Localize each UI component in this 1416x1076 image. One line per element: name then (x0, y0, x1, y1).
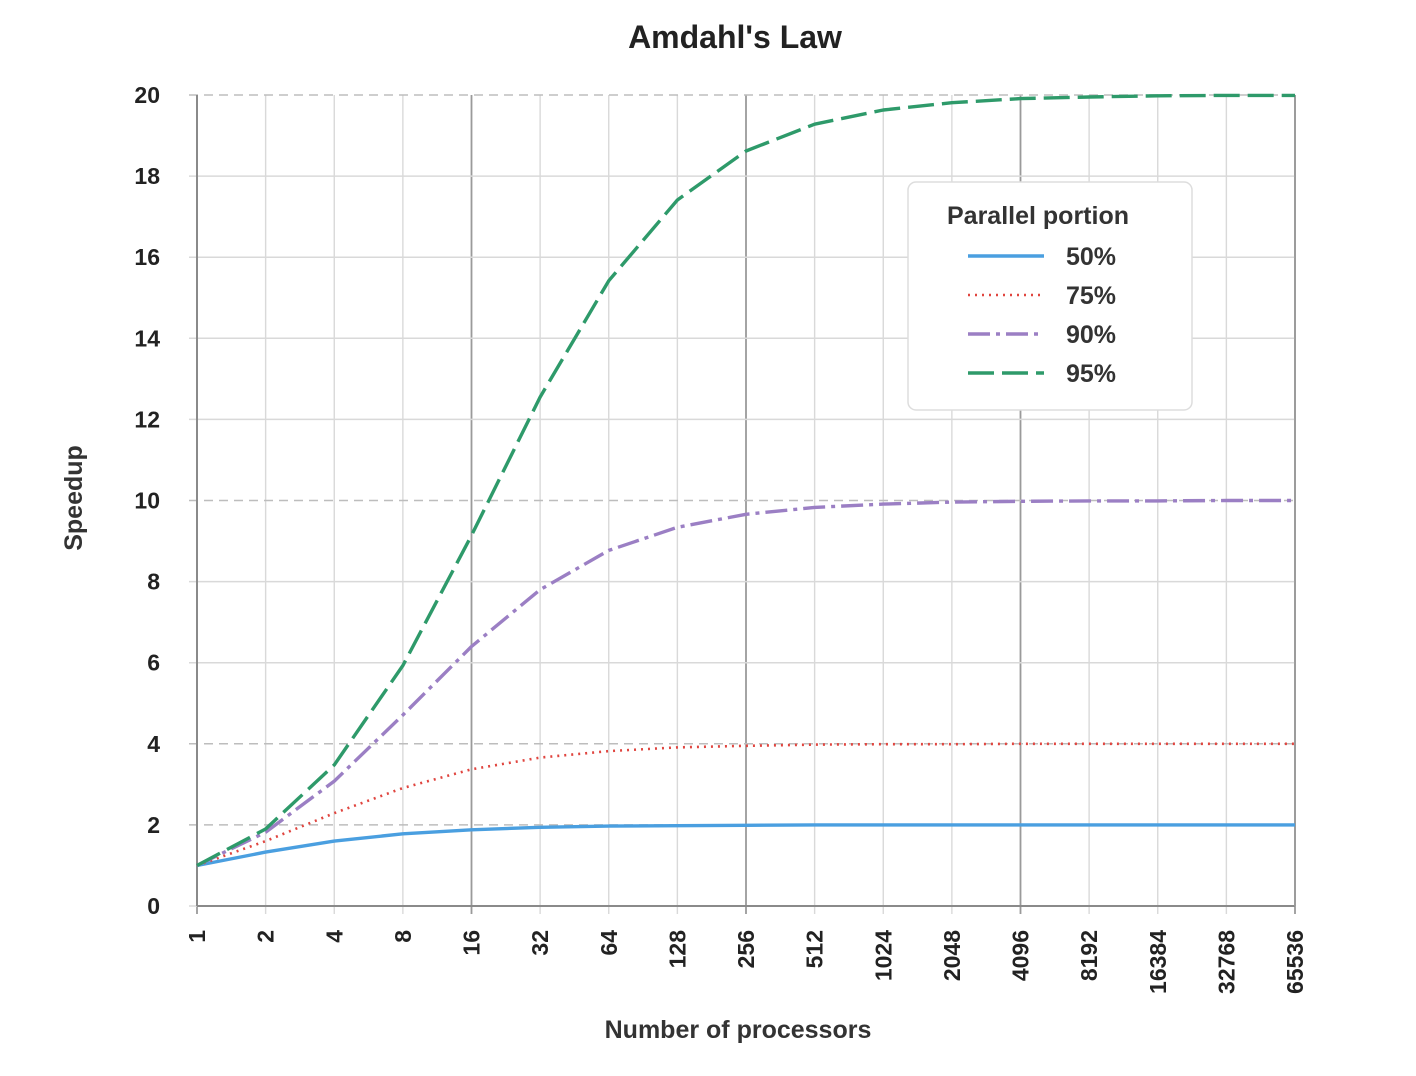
series-lines (196, 93, 1295, 868)
y-tick-label: 2 (147, 812, 160, 838)
legend-label: 95% (1066, 360, 1116, 388)
x-tick-label: 4096 (1008, 930, 1034, 981)
chart-title: Amdahl's Law (628, 19, 842, 55)
legend-title: Parallel portion (947, 202, 1129, 230)
x-tick-label: 64 (596, 930, 622, 956)
x-axis-title: Number of processors (605, 1016, 872, 1044)
y-tick-label: 20 (134, 82, 160, 108)
series-line-75pct (196, 742, 1295, 867)
x-tick-label: 65536 (1282, 930, 1308, 994)
x-tick-label: 16 (459, 930, 485, 956)
legend-label: 90% (1066, 321, 1116, 349)
x-tick-label: 32768 (1213, 930, 1239, 994)
legend-box (907, 181, 1193, 411)
legend: Parallel portion 50% 75% 90% 95% (907, 181, 1193, 411)
y-tick-label: 18 (134, 163, 160, 189)
x-tick-label: 512 (802, 930, 828, 968)
x-tick-label: 128 (664, 930, 690, 969)
x-tick-label: 2 (253, 930, 279, 943)
y-tick-label: 6 (147, 650, 160, 676)
series-line-50pct (196, 823, 1295, 868)
legend-label: 75% (1066, 282, 1116, 310)
y-tick-label: 10 (134, 488, 160, 514)
x-tick-label: 8 (390, 930, 416, 943)
x-tick-label: 32 (527, 930, 553, 956)
y-tick-labels: 0 2 4 6 8 10 12 14 16 18 20 (134, 82, 160, 919)
x-tick-label: 256 (733, 930, 759, 968)
x-tick-label: 16384 (1145, 930, 1171, 994)
y-tick-label: 4 (147, 731, 160, 757)
axes (196, 95, 1296, 907)
y-tick-label: 8 (147, 569, 160, 595)
series-line-90pct (196, 498, 1295, 868)
legend-label: 50% (1066, 243, 1116, 271)
x-tick-labels: 1 2 4 8 16 32 64 128 256 512 1024 2048 4096 8192 16384… (184, 930, 1308, 994)
x-tick-label: 1024 (870, 930, 896, 981)
y-tick-label: 12 (134, 406, 160, 432)
x-tick-label: 4 (321, 930, 347, 943)
y-tick-label: 14 (134, 325, 160, 351)
y-tick-label: 16 (134, 244, 160, 270)
x-tick-label: 2048 (939, 930, 965, 981)
x-tick-label: 1 (184, 930, 210, 943)
series-line-95pct (196, 93, 1295, 868)
y-tick-label: 0 (147, 893, 160, 919)
y-axis-title: Speedup (60, 445, 88, 551)
x-tick-label: 8192 (1076, 930, 1102, 981)
